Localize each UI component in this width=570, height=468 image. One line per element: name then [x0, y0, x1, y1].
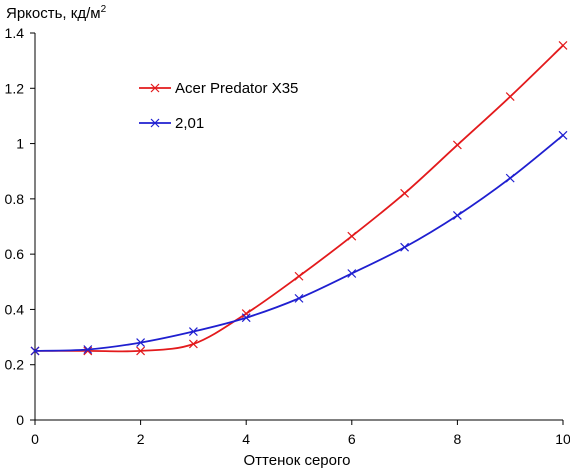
- data-point: [558, 130, 568, 140]
- x-tick-label: 8: [454, 431, 462, 447]
- data-point: [30, 346, 40, 356]
- data-point: [452, 140, 462, 150]
- y-tick-label: 0.6: [5, 246, 25, 262]
- y-tick-label: 1.4: [5, 25, 25, 41]
- legend-swatch-marker: [150, 118, 160, 128]
- data-point: [400, 188, 410, 198]
- y-tick-label: 1: [16, 136, 24, 152]
- data-point: [136, 346, 146, 356]
- x-tick-label: 2: [137, 431, 145, 447]
- x-tick-label: 4: [242, 431, 250, 447]
- data-point: [83, 345, 93, 354]
- y-axis-title: Яркость, кд/м2: [6, 4, 107, 22]
- data-point: [136, 338, 146, 348]
- data-point: [347, 269, 357, 278]
- data-point: [558, 41, 568, 50]
- series-line-1: [34, 134, 564, 352]
- y-axis-title-superscript: 2: [101, 4, 107, 15]
- data-point: [241, 313, 251, 323]
- y-tick-label: 0: [16, 412, 24, 428]
- legend-swatch-marker: [150, 83, 160, 93]
- legend: Acer Predator X35 2,01: [139, 80, 298, 132]
- y-tick-label: 0.4: [5, 301, 25, 317]
- data-point: [347, 231, 357, 241]
- data-point: [294, 293, 304, 303]
- data-point: [188, 327, 198, 336]
- x-tick-label: 0: [31, 431, 39, 447]
- y-tick-label: 1.2: [5, 80, 25, 96]
- legend-label: 2,01: [175, 115, 204, 132]
- data-point: [505, 92, 515, 102]
- series-line-0: [35, 44, 564, 353]
- x-tick-label: 10: [555, 431, 570, 447]
- x-axis-title: Оттенок серого: [244, 452, 351, 468]
- data-point: [505, 173, 515, 183]
- data-point: [188, 339, 198, 349]
- data-point: [400, 242, 410, 252]
- y-tick-label: 0.8: [5, 191, 25, 207]
- data-point: [294, 271, 304, 281]
- data-point: [452, 211, 462, 220]
- data-point: [83, 346, 93, 356]
- x-tick-label: 6: [348, 431, 356, 447]
- x-axis-ticks: 0 2 4 6 8 10: [31, 420, 570, 447]
- y-axis-ticks: 0 0.2 0.4 0.6 0.8 1 1.2 1.4: [5, 25, 35, 428]
- legend-label: Acer Predator X35: [175, 80, 298, 97]
- plot-area: [30, 41, 568, 356]
- y-tick-label: 0.2: [5, 357, 25, 373]
